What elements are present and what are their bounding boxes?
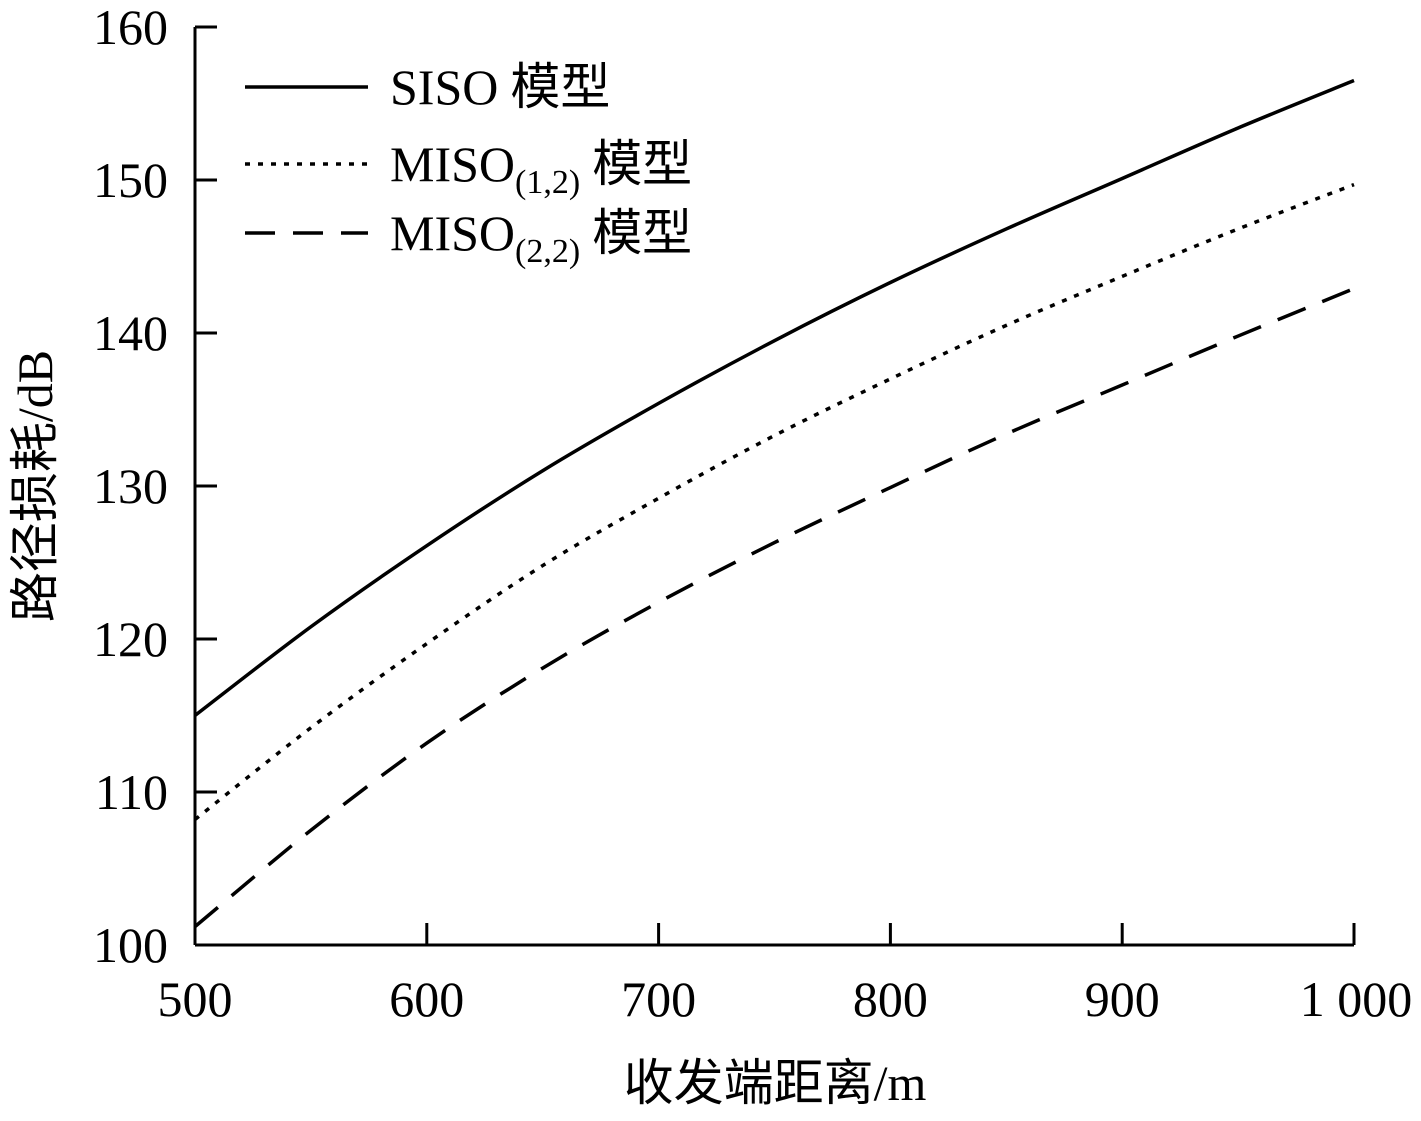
legend-label-3: MISO(2,2) 模型 <box>390 205 692 270</box>
legend-label-suffix: 模型 <box>510 59 610 115</box>
y-tick-label: 130 <box>93 458 168 514</box>
y-tick-label: 100 <box>93 917 168 973</box>
x-tick-label: 600 <box>389 971 464 1027</box>
y-tick-label: 140 <box>93 305 168 361</box>
series-line-3 <box>193 287 1355 928</box>
y-ticks: 100 110 120 130 140 150 160 <box>93 0 217 973</box>
legend-label-suffix: 模型 <box>592 205 692 261</box>
y-axis-label: 路径损耗/dB <box>7 350 63 622</box>
x-tick-label: 900 <box>1085 971 1160 1027</box>
x-tick-label: 500 <box>158 971 233 1027</box>
y-tick-label: 110 <box>95 764 168 820</box>
legend-label-subscript: (2,2) <box>515 233 580 270</box>
x-axis-label: 收发端距离/m <box>624 1055 927 1111</box>
x-tick-label: 700 <box>621 971 696 1027</box>
series-line-2 <box>193 182 1355 821</box>
y-tick-label: 150 <box>93 152 168 208</box>
legend-label-subscript: (1,2) <box>515 164 580 201</box>
x-tick-label: 800 <box>853 971 928 1027</box>
x-ticks: 500 600 700 800 900 1 000 <box>158 923 1413 1027</box>
legend-label-main: SISO <box>390 59 498 115</box>
y-tick-label: 160 <box>93 0 168 55</box>
axes <box>193 27 1354 947</box>
legend-label-2: MISO(1,2) 模型 <box>390 136 692 201</box>
y-tick-label: 120 <box>93 611 168 667</box>
series-line-1 <box>193 78 1355 717</box>
legend-label-suffix: 模型 <box>592 136 692 192</box>
series-group <box>193 78 1355 928</box>
x-tick-label: 1 000 <box>1300 971 1413 1027</box>
legend-label-main: MISO <box>390 136 515 192</box>
legend-label-1: SISO 模型 <box>390 59 610 115</box>
legend-label-main: MISO <box>390 205 515 261</box>
